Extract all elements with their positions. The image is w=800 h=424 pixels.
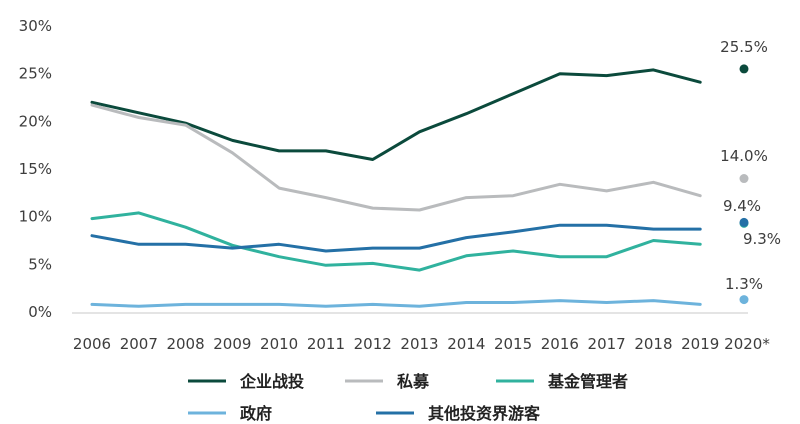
data-label-2020: 1.3% bbox=[725, 275, 763, 293]
legend-label: 私募 bbox=[397, 372, 430, 391]
y-tick-label: 20% bbox=[19, 112, 52, 130]
y-tick-label: 10% bbox=[19, 208, 52, 226]
data-point-2020 bbox=[739, 295, 749, 305]
series-line bbox=[90, 299, 702, 308]
data-label-2020: 9.4% bbox=[723, 197, 761, 215]
x-tick-label: 2015 bbox=[494, 335, 532, 353]
data-point-2020 bbox=[739, 64, 749, 74]
data-point-2020 bbox=[739, 174, 749, 184]
y-tick-label: 0% bbox=[28, 303, 52, 321]
x-tick-label: 2013 bbox=[400, 335, 438, 353]
series-line bbox=[90, 68, 702, 161]
series-line bbox=[90, 211, 702, 272]
x-tick-label: 2011 bbox=[307, 335, 345, 353]
legend-label: 企业战投 bbox=[239, 372, 304, 391]
series-lines bbox=[90, 68, 702, 308]
x-axis-ticks: 2006 2007 2008 2009 2010 2011 2012 2013 2014 2015… bbox=[73, 335, 770, 353]
data-label-2020: 9.3% bbox=[743, 230, 781, 248]
series-line bbox=[90, 223, 702, 253]
x-tick-label: 2020* bbox=[724, 335, 770, 353]
series-line bbox=[90, 103, 702, 212]
y-tick-label: 25% bbox=[19, 65, 52, 83]
x-tick-label: 2012 bbox=[354, 335, 392, 353]
y-tick-label: 15% bbox=[19, 160, 52, 178]
data-label-2020: 25.5% bbox=[720, 38, 768, 56]
x-tick-label: 2018 bbox=[634, 335, 672, 353]
x-tick-label: 2014 bbox=[447, 335, 485, 353]
data-point-2020 bbox=[739, 217, 749, 227]
x-tick-label: 2019 bbox=[681, 335, 719, 353]
y-tick-label: 30% bbox=[19, 17, 52, 35]
y-tick-label: 5% bbox=[28, 255, 52, 273]
x-tick-label: 2006 bbox=[73, 335, 111, 353]
y-axis-ticks: 0% 5% 10% 15% 20% 25% 30% bbox=[19, 17, 52, 321]
x-tick-label: 2007 bbox=[120, 335, 158, 353]
x-tick-label: 2010 bbox=[260, 335, 298, 353]
legend-label: 其他投资界游客 bbox=[428, 404, 541, 423]
x-tick-label: 2008 bbox=[166, 335, 204, 353]
legend-label: 基金管理者 bbox=[547, 372, 628, 391]
data-label-2020: 14.0% bbox=[720, 147, 768, 165]
x-tick-label: 2016 bbox=[541, 335, 579, 353]
legend-label: 政府 bbox=[240, 404, 272, 423]
points-2020: 25.5% 14.0% 9.3% 1.3% 9.4% bbox=[720, 38, 781, 305]
x-tick-label: 2009 bbox=[213, 335, 251, 353]
x-tick-label: 2017 bbox=[588, 335, 626, 353]
